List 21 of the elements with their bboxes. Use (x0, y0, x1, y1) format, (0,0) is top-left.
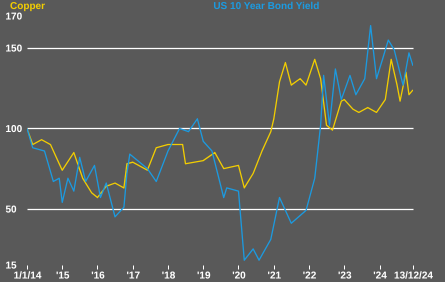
x-tick-label: 13/12/24 (394, 270, 434, 282)
y-tick-label: 100 (6, 124, 23, 135)
x-tick-label: '20 (232, 270, 246, 282)
x-tick-label: '19 (196, 270, 211, 282)
text: US 10 Year Bond Yield (213, 1, 320, 12)
line-series (27, 24, 413, 261)
x-tick-label: '16 (91, 270, 106, 282)
y-tick-label: 50 (6, 204, 18, 216)
x-tick-label: '18 (162, 270, 176, 282)
x-tick-label: '22 (302, 270, 317, 282)
x-tick-label: '23 (338, 270, 352, 282)
x-tick-label: '24 (373, 270, 388, 282)
text: Copper (10, 1, 46, 12)
y-tick-label: 150 (6, 44, 23, 55)
x-tick-label: '15 (56, 270, 70, 282)
y-tick-label: 15 (6, 260, 18, 272)
x-tick-label: 1/1/14 (14, 270, 42, 282)
line-series (27, 58, 413, 198)
x-tick-label: '17 (126, 270, 140, 282)
y-tick-label: 170 (6, 12, 23, 22)
x-tick-label: '21 (268, 270, 282, 282)
